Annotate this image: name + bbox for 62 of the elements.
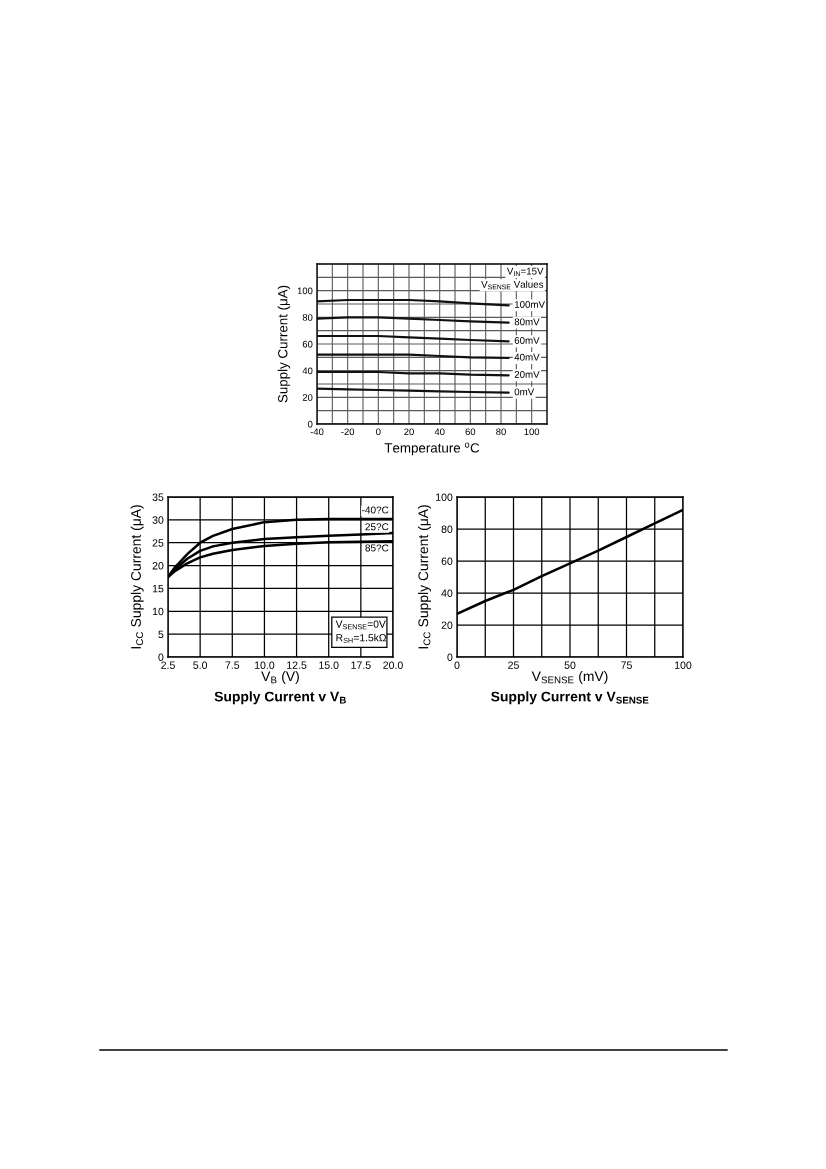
text: Supply Current v V$_{SENSE}$ [491,691,649,705]
x-axis-title: V$_{SENSE}$ (mV) [531,671,608,684]
y-tick-label: 100 [436,493,453,501]
x-tick-label: 7.5 [225,661,240,669]
x-tick-label: 40 [434,428,445,436]
series-label: 85?C [365,544,389,552]
x-tick-label: 0 [454,661,460,669]
x-tick-label: 10.0 [254,661,275,669]
y-tick-label: 20 [152,562,164,570]
y-tick-label: 60 [441,557,453,565]
annotation: V$_{SENSE}$ Values [481,280,544,290]
x-axis-title: Temperature $^{o}$C [384,442,480,456]
y-tick-label: 40 [441,589,453,597]
y-tick-label: 20 [441,621,453,629]
y-axis-title: Supply Current (μA) [277,285,291,403]
x-tick-label: -40 [310,428,324,436]
y-tick-label: 40 [302,367,313,375]
y-tick-label: 5 [158,630,164,639]
series-label: 100mV [514,301,545,308]
x-tick-label: 50 [564,661,576,669]
x-tick-label: 5.0 [193,661,208,669]
series-label: 20mV [514,371,540,378]
y-tick-label: 100 [297,287,313,295]
y-tick-label: 80 [302,314,313,321]
x-tick-label: 80 [496,428,506,436]
y-tick-label: 20 [302,394,313,401]
x-tick-label: 75 [621,661,632,669]
annotation: V$_{IN}$=15V [506,267,544,277]
x-tick-label: 15.0 [319,661,339,669]
x-tick-label: 12.5 [287,661,307,669]
y-tick-label: 15 [152,584,164,593]
x-axis-title: V$_{B}$ (V) [261,671,299,684]
series-label: 0mV [514,388,535,396]
text: Supply Current v V$_{B}$ [214,691,346,705]
y-axis-title: I$_{CC}$ Supply Current (μA) [418,505,431,649]
x-tick-label: 17.5 [351,661,371,669]
y-tick-label: 35 [152,493,164,501]
series-label: 80mV [514,318,540,326]
x-tick-label: 0 [376,428,381,436]
annotation: V$_{SENSE}$=0V [335,620,386,630]
y-axis-title: I$_{CC}$ Supply Current (μA) [130,505,144,649]
x-tick-label: 100 [675,661,692,669]
series-label: -40?C [362,506,389,514]
x-tick-label: 2.5 [161,661,175,669]
y-tick-label: 30 [152,516,164,524]
y-tick-label: 0 [447,653,453,661]
y-tick-label: 0 [158,653,164,661]
x-tick-label: 25 [508,661,519,669]
y-tick-label: 60 [302,340,313,348]
x-tick-label: 60 [465,428,476,436]
y-tick-label: 10 [152,607,164,616]
series-label: 25?C [365,523,389,531]
y-tick-label: 25 [152,539,164,547]
annotation: R$_{SH}$=1.5kΩ [336,633,387,643]
x-tick-label: -20 [341,428,355,436]
x-tick-label: 20 [404,428,414,436]
x-tick-label: 20.0 [383,661,403,669]
y-tick-label: 0 [307,420,313,428]
series-label: 40mV [514,353,540,361]
y-tick-label: 80 [441,525,453,533]
series-label: 60mV [514,337,540,344]
x-tick-label: 100 [524,428,540,436]
